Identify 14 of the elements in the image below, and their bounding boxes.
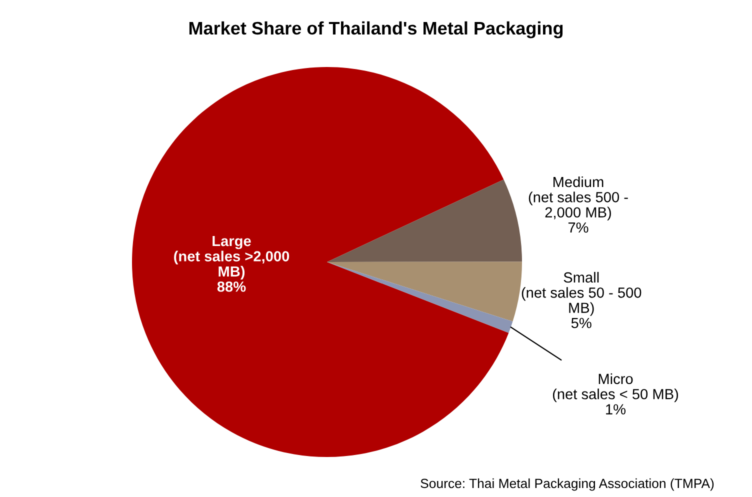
pie-slice [132,67,509,457]
pie-slice [327,262,522,322]
data-label: 5% [571,318,592,328]
data-label: 1% [606,404,626,414]
data-label: 7% [568,222,588,233]
slice-label: Small (net sales 50 - 500 MB) [522,272,642,316]
source-note: Source: Thai Metal Packaging Association (TMPA) [420,478,714,491]
slice-label: Micro (net sales < 50 MB) [552,373,678,402]
chart-title: Market Share of Thailand's Metal Packaging [189,21,563,38]
data-label: 88% [217,281,246,292]
slice-label: Medium (net sales 500 - 2,000 MB) [528,176,628,220]
pie-slice [327,262,513,333]
slice-label: Large (net sales >2,000 MB) [174,236,290,280]
pie-slice [327,179,522,262]
